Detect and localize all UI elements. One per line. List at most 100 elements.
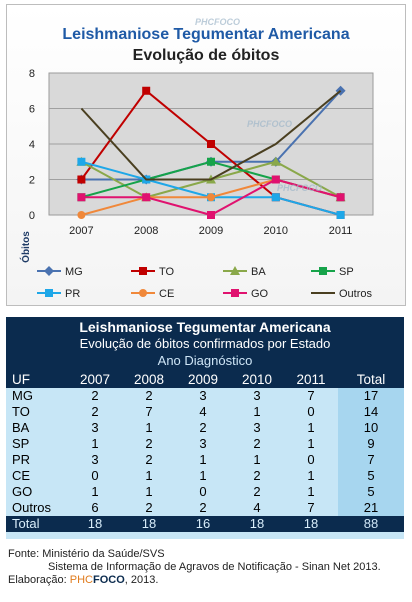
row-label: BA: [12, 420, 30, 435]
table-cell: 2: [91, 404, 99, 419]
table-cell: 1: [145, 468, 153, 483]
system-line: Sistema de Informação de Agravos de Noti…: [48, 561, 381, 573]
row-total: 5: [338, 484, 404, 500]
column-header: UF: [6, 372, 68, 388]
source-footer: Fonte: Ministério da Saúde/SVS Sistema d…: [8, 548, 408, 587]
y-tick-label: 6: [29, 104, 35, 116]
elaboration-suffix: , 2013.: [124, 574, 159, 586]
total-cell: 88: [338, 516, 404, 532]
total-cell: 18: [230, 516, 284, 532]
data-point-to: [142, 86, 151, 95]
legend-label-to: TO: [159, 266, 175, 278]
y-axis-label: Óbitos: [19, 231, 32, 263]
x-tick-label: 2009: [199, 225, 223, 237]
table-cell: 6: [91, 500, 99, 515]
table-cell: 4: [253, 500, 261, 515]
watermark-logo: PHCFOCO: [247, 119, 292, 129]
legend-label-ce: CE: [159, 288, 174, 300]
table-cell: 1: [253, 452, 261, 467]
table-cell: 3: [253, 420, 261, 435]
table-cell: 2: [145, 436, 153, 451]
legend-marker-ce: [139, 289, 147, 297]
table-row: GO 1 1 0 2 1 5: [6, 484, 404, 500]
table-row: CE 0 1 1 2 1 5: [6, 468, 404, 484]
table-cell: 1: [307, 420, 315, 435]
table-cell: 1: [91, 484, 99, 499]
legend-label-sp: SP: [339, 266, 354, 278]
x-tick-label: 2007: [69, 225, 93, 237]
table-cell: 7: [145, 404, 153, 419]
table-cell: 2: [145, 500, 153, 515]
table-cell: 0: [91, 468, 99, 483]
data-point-to: [77, 175, 86, 184]
data-point-go: [142, 193, 151, 202]
data-point-ce: [77, 211, 86, 219]
table-cell: 2: [199, 420, 207, 435]
data-point-sp: [207, 157, 215, 166]
table-body: MG 2 2 3 3 7 17 TO 2 7 4 1 0 14 BA 3 1 2 3 1 10 SP 1 2 3 2 1 9 PR 3 2 1…: [6, 388, 404, 516]
table-cell: 1: [307, 436, 315, 451]
row-label: TO: [12, 404, 30, 419]
x-tick-label: 2008: [134, 225, 158, 237]
row-label: MG: [12, 388, 33, 403]
legend-label-outros: Outros: [339, 288, 373, 300]
row-total: 5: [338, 468, 404, 484]
watermark-logo: PHCFOCO: [195, 17, 240, 27]
table-row: Outros 6 2 2 4 7 21: [6, 500, 404, 516]
column-header: 2010: [230, 372, 284, 388]
data-point-go: [336, 193, 345, 202]
table-cell: 3: [91, 420, 99, 435]
table-cell: 3: [199, 388, 207, 403]
data-point-go: [271, 175, 280, 184]
table-cell: 1: [307, 484, 315, 499]
table-cell: 7: [307, 500, 315, 515]
data-point-pr: [271, 193, 280, 202]
elaboration-line: Elaboração: PHCFOCO, 2013.: [8, 574, 408, 587]
legend-label-ba: BA: [251, 266, 266, 278]
table-cell: 2: [145, 452, 153, 467]
table-row: PR 3 2 1 1 0 7: [6, 452, 404, 468]
chart-svg: Leishmaniose Tegumentar Americana Evoluçã…: [19, 17, 374, 300]
row-label: CE: [12, 468, 31, 483]
legend-marker-go: [231, 289, 239, 297]
row-label: SP: [12, 436, 30, 451]
table-row: BA 3 1 2 3 1 10: [6, 420, 404, 436]
data-point-go: [207, 211, 215, 219]
legend-marker-ba: [230, 266, 240, 275]
row-total: 17: [338, 388, 404, 404]
table-cell: 0: [307, 404, 315, 419]
y-tick-label: 0: [29, 210, 35, 222]
row-label: Outros: [12, 500, 52, 515]
table-cell: 3: [199, 436, 207, 451]
total-cell: 18: [122, 516, 176, 532]
table-cell: 1: [145, 484, 153, 499]
table-cell: 1: [91, 436, 99, 451]
table-cell: 1: [307, 468, 315, 483]
table-panel: Leishmaniose Tegumentar Americana Evoluç…: [6, 317, 404, 539]
row-label: GO: [12, 484, 33, 499]
x-tick-label: 2011: [329, 225, 353, 237]
data-table: UF 2007 2008 2009 2010 2011 Total MG 2 2 3 3 7 17 TO 2…: [6, 372, 404, 532]
legend-marker-to: [139, 267, 147, 275]
legend-label-go: GO: [251, 288, 269, 300]
chart-title: Leishmaniose Tegumentar Americana: [62, 26, 349, 43]
table-total-row: Total 18 18 16 18 18 88: [6, 516, 404, 532]
chart-panel: Leishmaniose Tegumentar Americana Evoluçã…: [6, 4, 406, 306]
table-cell: 2: [91, 388, 99, 403]
y-tick-label: 8: [29, 68, 35, 80]
series-line-outros: [80, 89, 342, 181]
table-title: Leishmaniose Tegumentar Americana: [79, 319, 331, 335]
total-cell: 16: [176, 516, 230, 532]
y-tick-label: 2: [29, 175, 35, 187]
table-cell: 1: [253, 404, 261, 419]
row-total: 9: [338, 436, 404, 452]
column-header: 2007: [68, 372, 122, 388]
data-point-ce: [207, 193, 215, 202]
total-cell: 18: [284, 516, 338, 532]
legend-label-pr: PR: [65, 288, 80, 300]
table-cell: 7: [307, 388, 315, 403]
row-total: 7: [338, 452, 404, 468]
table-header-block: Leishmaniose Tegumentar Americana Evoluç…: [6, 317, 404, 372]
legend-marker-mg: [44, 266, 54, 276]
table-row: SP 1 2 3 2 1 9: [6, 436, 404, 452]
